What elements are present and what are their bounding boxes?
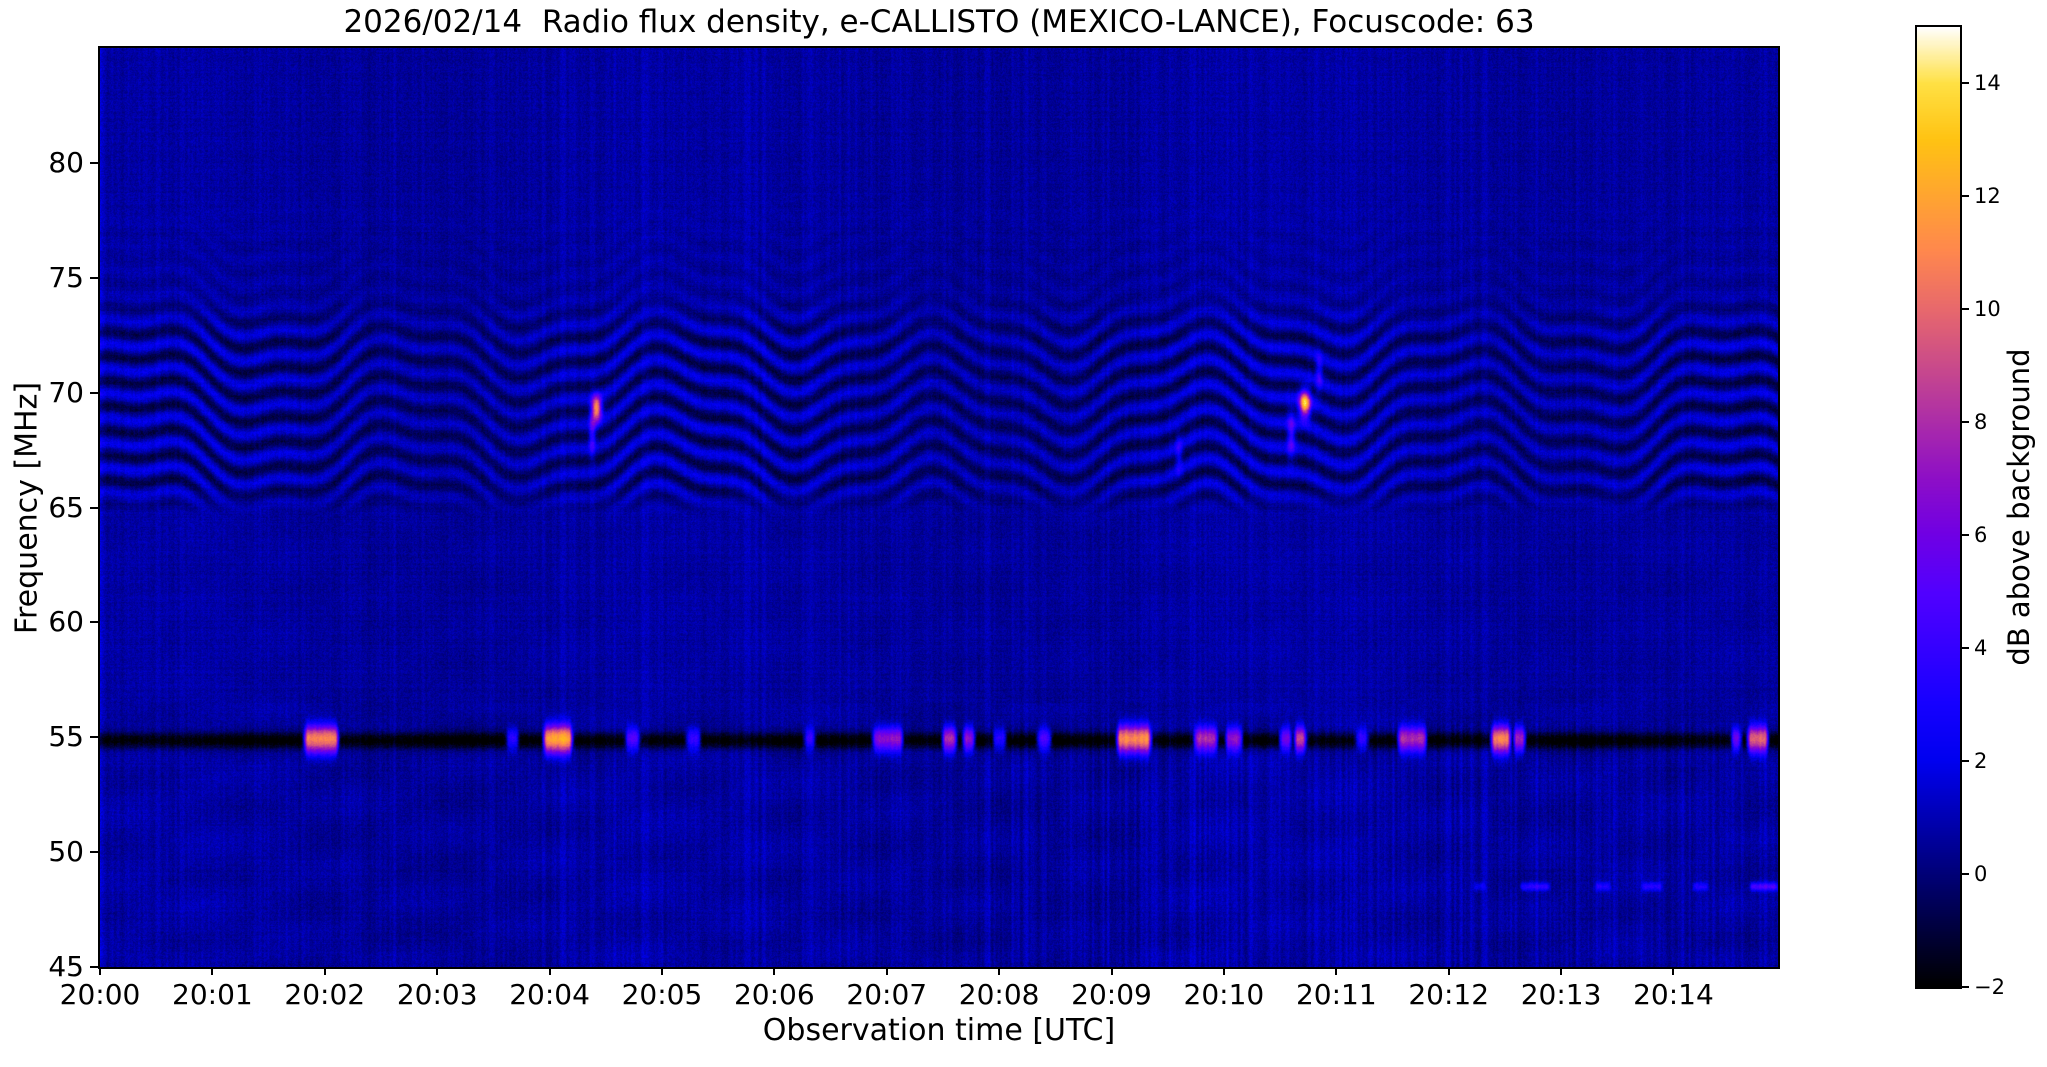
x-tick-label: 20:11 [1295, 978, 1377, 1011]
x-tick-label: 20:01 [172, 978, 253, 1011]
spectrogram-plot-area [98, 46, 1780, 969]
x-tick-label: 20:02 [284, 978, 366, 1011]
colorbar-label: dB above background [2002, 348, 2036, 666]
y-tick-mark [90, 736, 98, 739]
x-tick-mark [323, 967, 326, 975]
x-tick-mark [885, 967, 888, 975]
x-tick-mark [998, 967, 1001, 975]
colorbar-tick-mark [1962, 873, 1969, 876]
x-tick-mark [1110, 967, 1113, 975]
x-tick-label: 20:08 [958, 978, 1040, 1011]
y-tick-label: 70 [48, 375, 84, 409]
colorbar-canvas [1917, 27, 1960, 987]
y-tick-label: 45 [48, 949, 84, 983]
colorbar-tick-mark [1962, 986, 1969, 988]
colorbar-tick-mark [1962, 82, 1969, 85]
x-tick-mark [773, 967, 776, 975]
x-tick-mark [1672, 967, 1675, 975]
y-tick-mark [90, 161, 98, 164]
colorbar [1915, 25, 1962, 989]
colorbar-tick-mark [1962, 195, 1969, 198]
x-tick-label: 20:09 [1071, 978, 1152, 1011]
colorbar-tick-mark [1962, 647, 1969, 650]
y-tick-mark [90, 966, 98, 968]
colorbar-tick-label: 8 [1974, 410, 1988, 435]
colorbar-tick-label: 0 [1974, 862, 1988, 887]
y-axis-label: Frequency [MHz] [9, 381, 45, 634]
y-tick-mark [90, 506, 98, 509]
colorbar-tick-label: 10 [1974, 297, 2001, 322]
x-tick-label: 20:12 [1408, 978, 1490, 1011]
colorbar-tick-mark [1962, 760, 1969, 763]
colorbar-tick-label: 4 [1974, 636, 1988, 661]
y-tick-mark [90, 621, 98, 624]
x-tick-mark [1560, 967, 1563, 975]
x-tick-label: 20:04 [509, 978, 590, 1011]
y-tick-label: 50 [48, 834, 84, 868]
plot-title: 2026/02/14 Radio flux density, e-CALLIST… [343, 4, 1535, 40]
spectrogram-canvas [100, 48, 1778, 967]
colorbar-tick-label: 14 [1974, 71, 2001, 96]
y-tick-label: 80 [48, 145, 84, 179]
x-axis-label: Observation time [UTC] [762, 1013, 1116, 1048]
x-tick-mark [99, 967, 101, 975]
x-tick-label: 20:14 [1633, 978, 1714, 1011]
x-tick-mark [1335, 967, 1338, 975]
x-tick-label: 20:13 [1520, 978, 1602, 1011]
y-tick-mark [90, 391, 98, 394]
x-tick-label: 20:06 [733, 978, 815, 1011]
colorbar-tick-mark [1962, 308, 1969, 311]
x-tick-label: 20:00 [59, 978, 141, 1011]
colorbar-tick-mark [1962, 421, 1969, 424]
x-tick-label: 20:03 [396, 978, 478, 1011]
y-tick-label: 65 [48, 490, 84, 524]
x-tick-label: 20:10 [1183, 978, 1265, 1011]
x-tick-mark [436, 967, 439, 975]
y-tick-label: 75 [48, 260, 84, 294]
y-tick-label: 55 [48, 720, 84, 754]
colorbar-tick-label: 12 [1974, 184, 2001, 209]
x-tick-mark [1222, 967, 1225, 975]
y-tick-mark [90, 851, 98, 854]
x-tick-mark [660, 967, 663, 975]
y-tick-label: 60 [48, 605, 84, 639]
x-tick-label: 20:05 [621, 978, 703, 1011]
colorbar-tick-label: 6 [1974, 523, 1988, 548]
colorbar-tick-mark [1962, 534, 1969, 537]
x-tick-mark [1447, 967, 1450, 975]
x-tick-label: 20:07 [846, 978, 928, 1011]
colorbar-tick-label: 2 [1974, 749, 1988, 774]
y-tick-mark [90, 276, 98, 279]
x-tick-mark [211, 967, 214, 975]
x-tick-mark [548, 967, 551, 975]
colorbar-tick-label: −2 [1974, 975, 2005, 999]
